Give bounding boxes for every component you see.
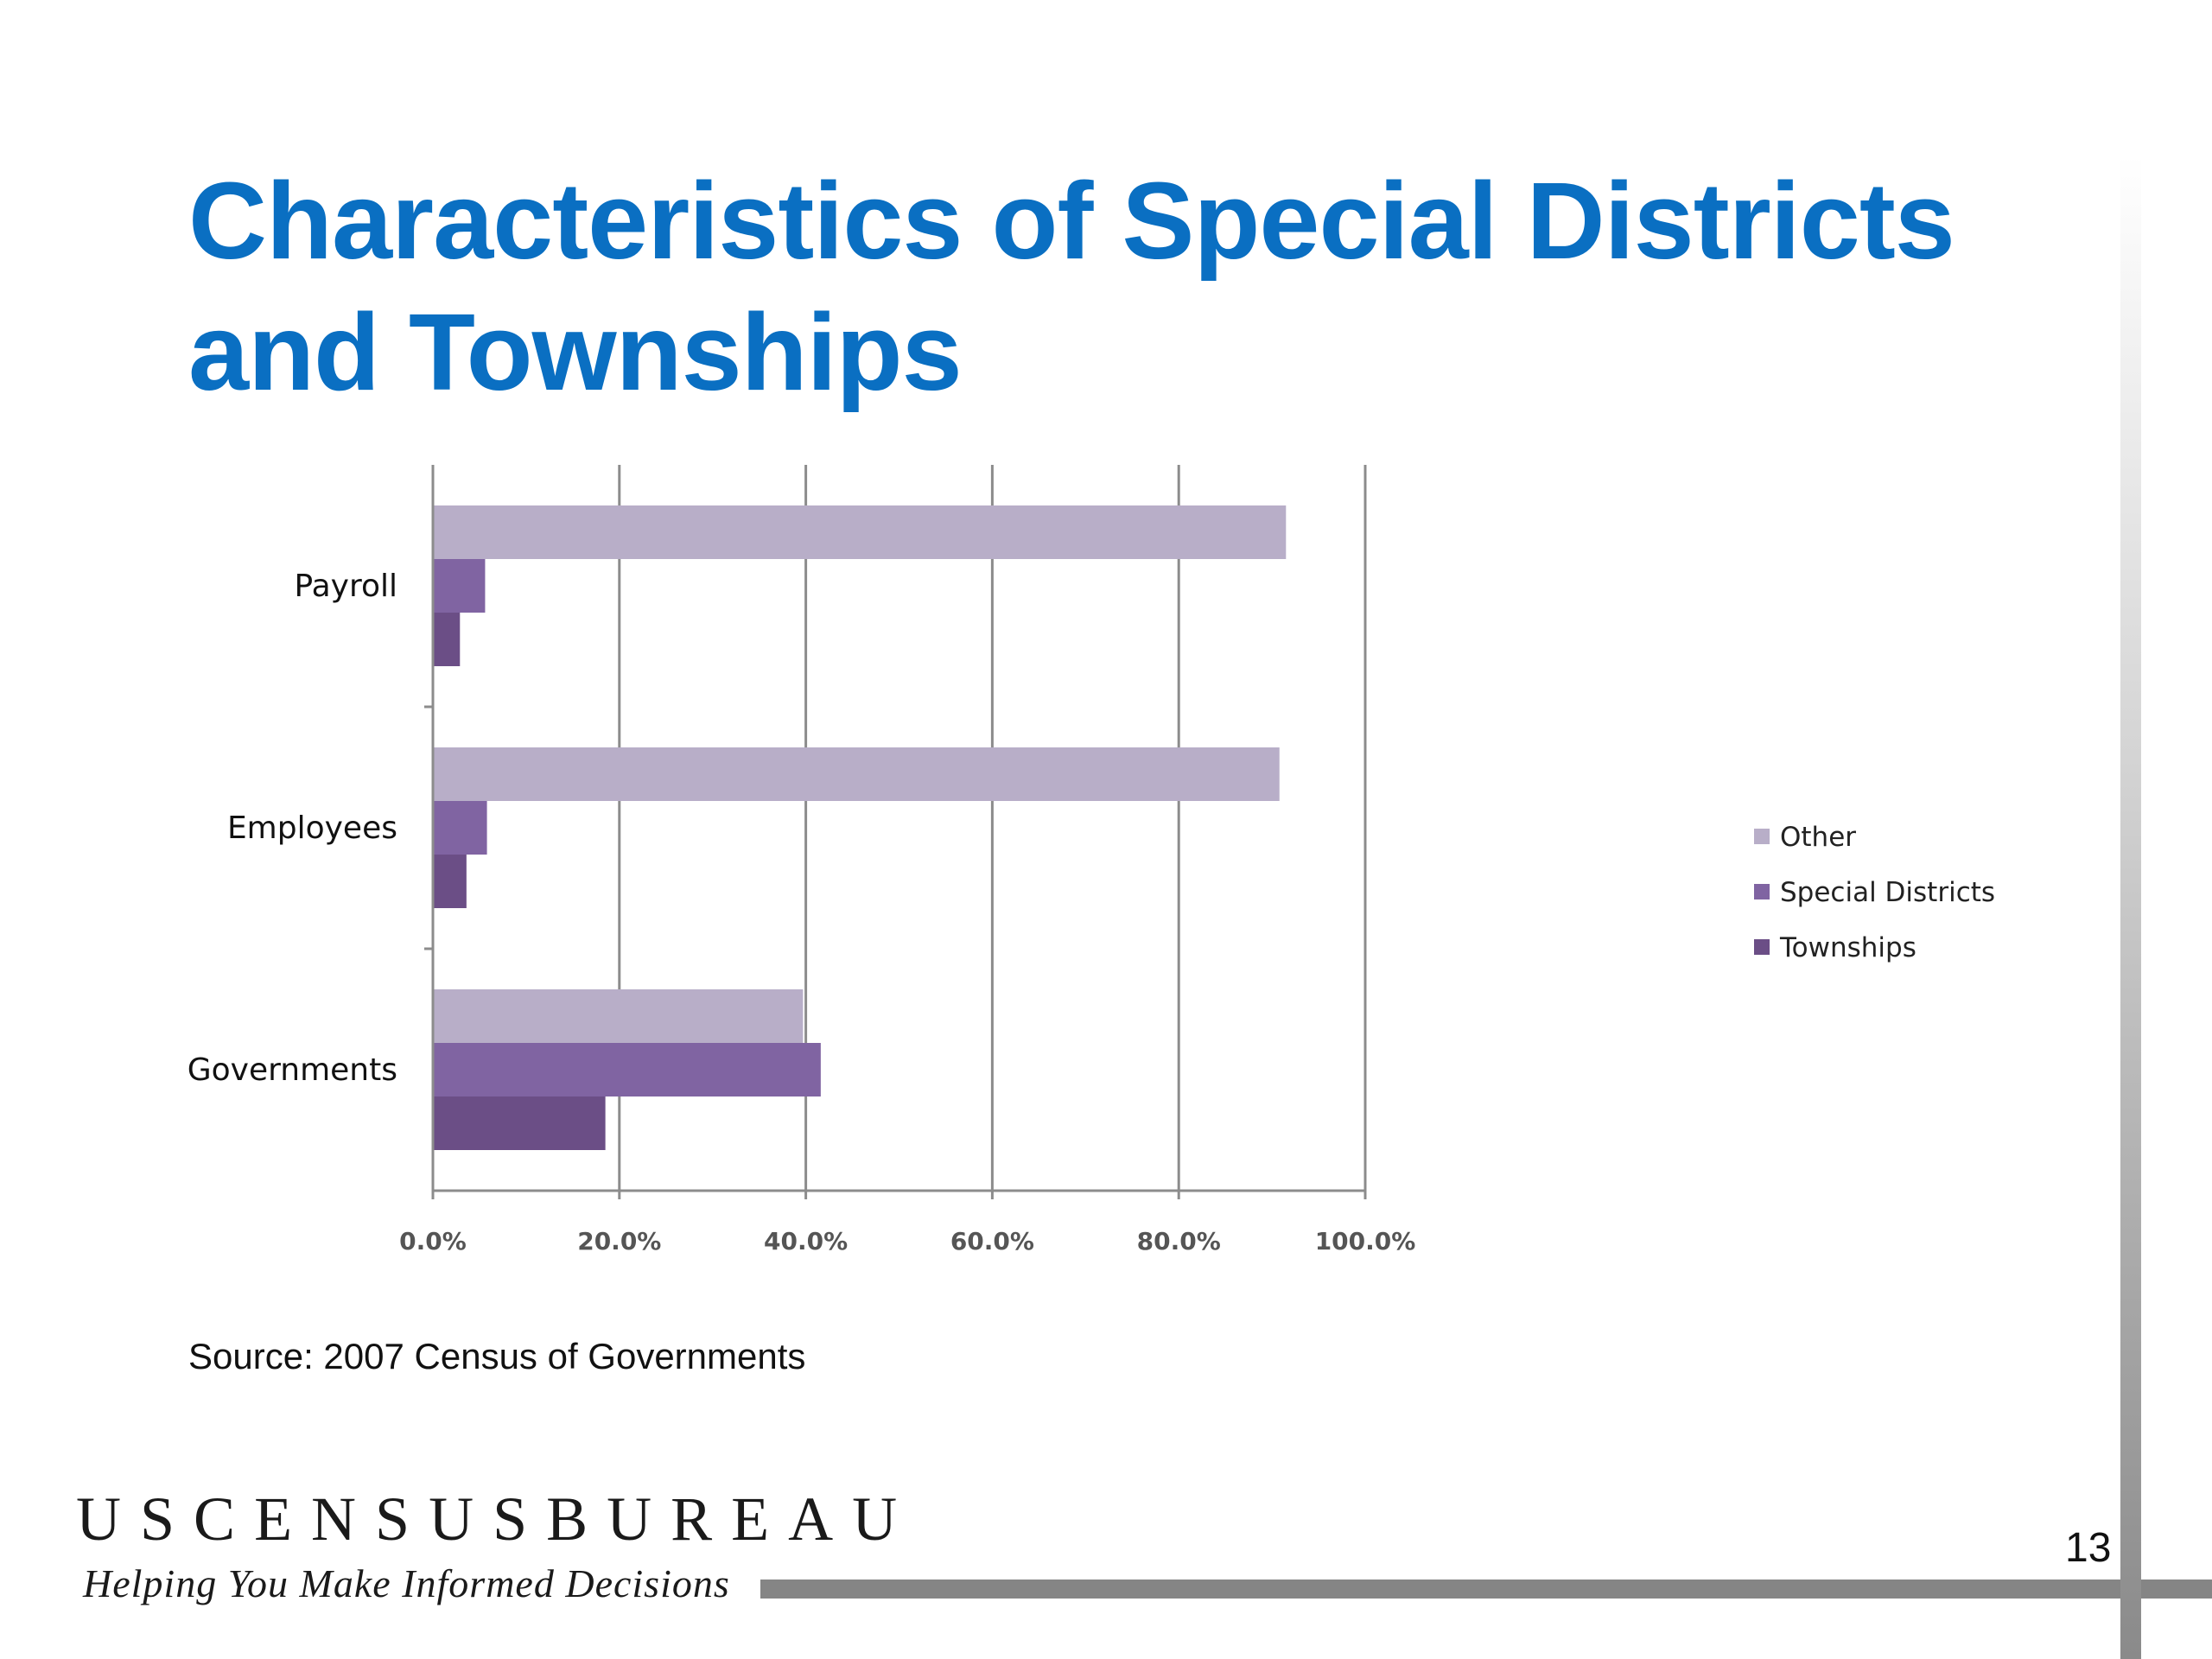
bar-payroll-other <box>433 505 1287 559</box>
chart-axes <box>424 465 1367 1199</box>
legend-label-other: Other <box>1780 822 1856 853</box>
census-bureau-logo: USCENSUSBUREAU <box>76 1484 917 1554</box>
legend-swatch-townships <box>1754 939 1770 955</box>
category-label-governments: Governments <box>188 1052 397 1088</box>
bar-payroll-special-districts <box>433 559 486 613</box>
bar-employees-other <box>433 747 1280 801</box>
footer-rule <box>760 1580 2212 1599</box>
bar-governments-other <box>433 989 804 1043</box>
category-label-employees: Employees <box>227 810 397 846</box>
chart-labels: 0.0% 20.0% 40.0% 60.0% 80.0% 100.0% Payroll Emp… <box>188 569 1416 1255</box>
x-tick-label: 80.0% <box>1137 1227 1221 1255</box>
bar-payroll-townships <box>433 613 461 666</box>
x-tick-label: 60.0% <box>950 1227 1034 1255</box>
legend-label-special-districts: Special Districts <box>1780 877 1995 908</box>
legend-swatch-other <box>1754 829 1770 844</box>
source-note: Source: 2007 Census of Governments <box>188 1336 806 1376</box>
legend-swatch-special-districts <box>1754 884 1770 899</box>
x-tick-label: 0.0% <box>399 1227 467 1255</box>
side-rule <box>2120 156 2141 1659</box>
category-label-payroll: Payroll <box>295 569 398 604</box>
x-tick-label: 100.0% <box>1315 1227 1416 1255</box>
bar-employees-special-districts <box>433 801 487 855</box>
bar-employees-townships <box>433 855 467 908</box>
slide-title: Characteristics of Special Districts and… <box>188 160 1955 413</box>
x-tick-label: 40.0% <box>764 1227 848 1255</box>
legend-label-townships: Townships <box>1779 932 1916 963</box>
chart-bars <box>433 505 1287 1150</box>
census-tagline: Helping You Make Informed Decisions <box>83 1561 730 1605</box>
bar-governments-townships <box>433 1096 606 1150</box>
chart-legend: Other Special Districts Townships <box>1754 822 1995 963</box>
page-number: 13 <box>2065 1525 2112 1571</box>
x-tick-label: 20.0% <box>577 1227 661 1255</box>
bar-governments-special-districts <box>433 1043 821 1096</box>
